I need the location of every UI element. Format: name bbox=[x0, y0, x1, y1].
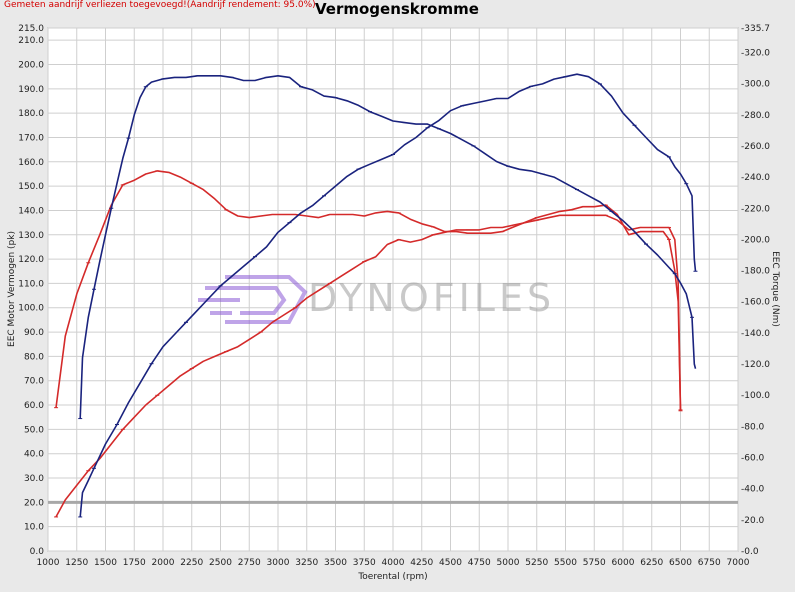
y-left-tick-label: 200.0 bbox=[18, 60, 44, 70]
y-left-tick-label: 0.0 bbox=[30, 547, 45, 557]
x-tick-label: 1750 bbox=[123, 558, 146, 568]
y-right-tick-label: -40.0 bbox=[741, 485, 765, 495]
y-right-tick-label: -160.0 bbox=[741, 298, 770, 308]
series-line-1 bbox=[55, 170, 682, 411]
x-tick-label: 7000 bbox=[727, 558, 750, 568]
y-left-tick-label: 60.0 bbox=[24, 401, 44, 411]
x-tick-label: 1500 bbox=[94, 558, 117, 568]
chart-title: Vermogenskromme bbox=[315, 0, 479, 18]
y-left-tick-label: 90.0 bbox=[24, 328, 44, 338]
x-tick-label: 4000 bbox=[382, 558, 405, 568]
y-left-tick-label: 140.0 bbox=[18, 206, 44, 216]
y-left-tick-label: 180.0 bbox=[18, 109, 44, 119]
x-tick-label: 5000 bbox=[497, 558, 520, 568]
x-tick-label: 6500 bbox=[669, 558, 692, 568]
watermark-text: DYNOFILES bbox=[308, 276, 555, 320]
y-left-tick-label: 20.0 bbox=[24, 498, 44, 508]
x-tick-label: 6750 bbox=[698, 558, 721, 568]
dynofiles-watermark: DYNOFILES bbox=[198, 275, 555, 324]
x-tick-label: 4500 bbox=[439, 558, 462, 568]
y-left-tick-label: 170.0 bbox=[18, 133, 44, 143]
y-right-tick-label: -260.0 bbox=[741, 142, 770, 152]
series-group bbox=[54, 73, 698, 518]
y-left-tick-label: 70.0 bbox=[24, 377, 44, 387]
x-tick-label: 1000 bbox=[37, 558, 60, 568]
y-right-tick-label: -140.0 bbox=[741, 329, 770, 339]
x-tick-label: 3750 bbox=[353, 558, 376, 568]
y-left-tick-label: 110.0 bbox=[18, 279, 44, 289]
y-right-tick-label: -20.0 bbox=[741, 516, 765, 526]
y-right-tick-label: -220.0 bbox=[741, 204, 770, 214]
y-right-tick-label: -180.0 bbox=[741, 267, 770, 277]
y-left-tick-label: 150.0 bbox=[18, 182, 44, 192]
y-right-tick-label: -280.0 bbox=[741, 111, 770, 121]
y-right-tick-label: -120.0 bbox=[741, 360, 770, 370]
y-right-tick-label: -100.0 bbox=[741, 391, 770, 401]
y-left-tick-label: 190.0 bbox=[18, 85, 44, 95]
x-tick-label: 5500 bbox=[554, 558, 577, 568]
x-tick-label: 5250 bbox=[525, 558, 548, 568]
x-tick-label: 2750 bbox=[238, 558, 261, 568]
y-right-tick-label: -60.0 bbox=[741, 454, 765, 464]
y-left-tick-label: 210.0 bbox=[18, 36, 44, 46]
y-right-tick-label: -240.0 bbox=[741, 173, 770, 183]
x-axis-ticks: 1000 1250 1500 1750 2000 2250 2500 2750 3000 3250… bbox=[37, 558, 750, 568]
y-left-tick-label: 50.0 bbox=[24, 425, 44, 435]
y-right-axis-label: EEC Torque (Nm) bbox=[770, 251, 780, 327]
y-left-tick-label: 100.0 bbox=[18, 304, 44, 314]
x-axis-label: Toerental (rpm) bbox=[357, 572, 427, 582]
x-tick-label: 4250 bbox=[410, 558, 433, 568]
y-right-tick-label: -80.0 bbox=[741, 422, 765, 432]
x-tick-label: 2500 bbox=[209, 558, 232, 568]
y-left-tick-label: 10.0 bbox=[24, 523, 44, 533]
x-tick-label: 4750 bbox=[468, 558, 491, 568]
y-left-tick-label: 120.0 bbox=[18, 255, 44, 265]
y-right-axis-ticks: -0.0 -20.0 -40.0 -60.0 -80.0 -100.0 -120.0 -140… bbox=[741, 24, 770, 557]
y-right-tick-label: -300.0 bbox=[741, 80, 770, 90]
x-tick-label: 2250 bbox=[180, 558, 203, 568]
y-right-tick-label: -200.0 bbox=[741, 235, 770, 245]
dynofiles-logo-icon bbox=[198, 275, 308, 324]
y-left-tick-label: 40.0 bbox=[24, 450, 44, 460]
x-tick-label: 2000 bbox=[152, 558, 175, 568]
y-left-tick-label: 80.0 bbox=[24, 352, 44, 362]
y-right-tick-label: -0.0 bbox=[741, 547, 759, 557]
x-tick-label: 3250 bbox=[295, 558, 318, 568]
y-left-axis-ticks: 0.0 10.0 20.0 30.0 40.0 50.0 60.0 70.0 80.0 90.0 1… bbox=[18, 24, 44, 557]
y-right-tick-label: -335.7 bbox=[741, 24, 770, 34]
x-tick-label: 6000 bbox=[612, 558, 635, 568]
series-line-3 bbox=[79, 75, 697, 419]
y-left-tick-label: 160.0 bbox=[18, 158, 44, 168]
x-tick-label: 3500 bbox=[324, 558, 347, 568]
y-left-tick-label: 130.0 bbox=[18, 231, 44, 241]
x-tick-label: 6250 bbox=[640, 558, 663, 568]
series-line-2 bbox=[55, 214, 682, 518]
y-left-axis-label: EEC Motor Vermogen (pk) bbox=[7, 231, 17, 347]
y-right-tick-label: -320.0 bbox=[741, 48, 770, 58]
y-left-tick-label: 30.0 bbox=[24, 474, 44, 484]
y-left-tick-label: 215.0 bbox=[18, 24, 44, 34]
x-tick-label: 3000 bbox=[267, 558, 290, 568]
drive-loss-warning: Gemeten aandrijf verliezen toegevoegd!(A… bbox=[4, 0, 316, 10]
x-tick-label: 5750 bbox=[583, 558, 606, 568]
x-tick-label: 1250 bbox=[65, 558, 88, 568]
